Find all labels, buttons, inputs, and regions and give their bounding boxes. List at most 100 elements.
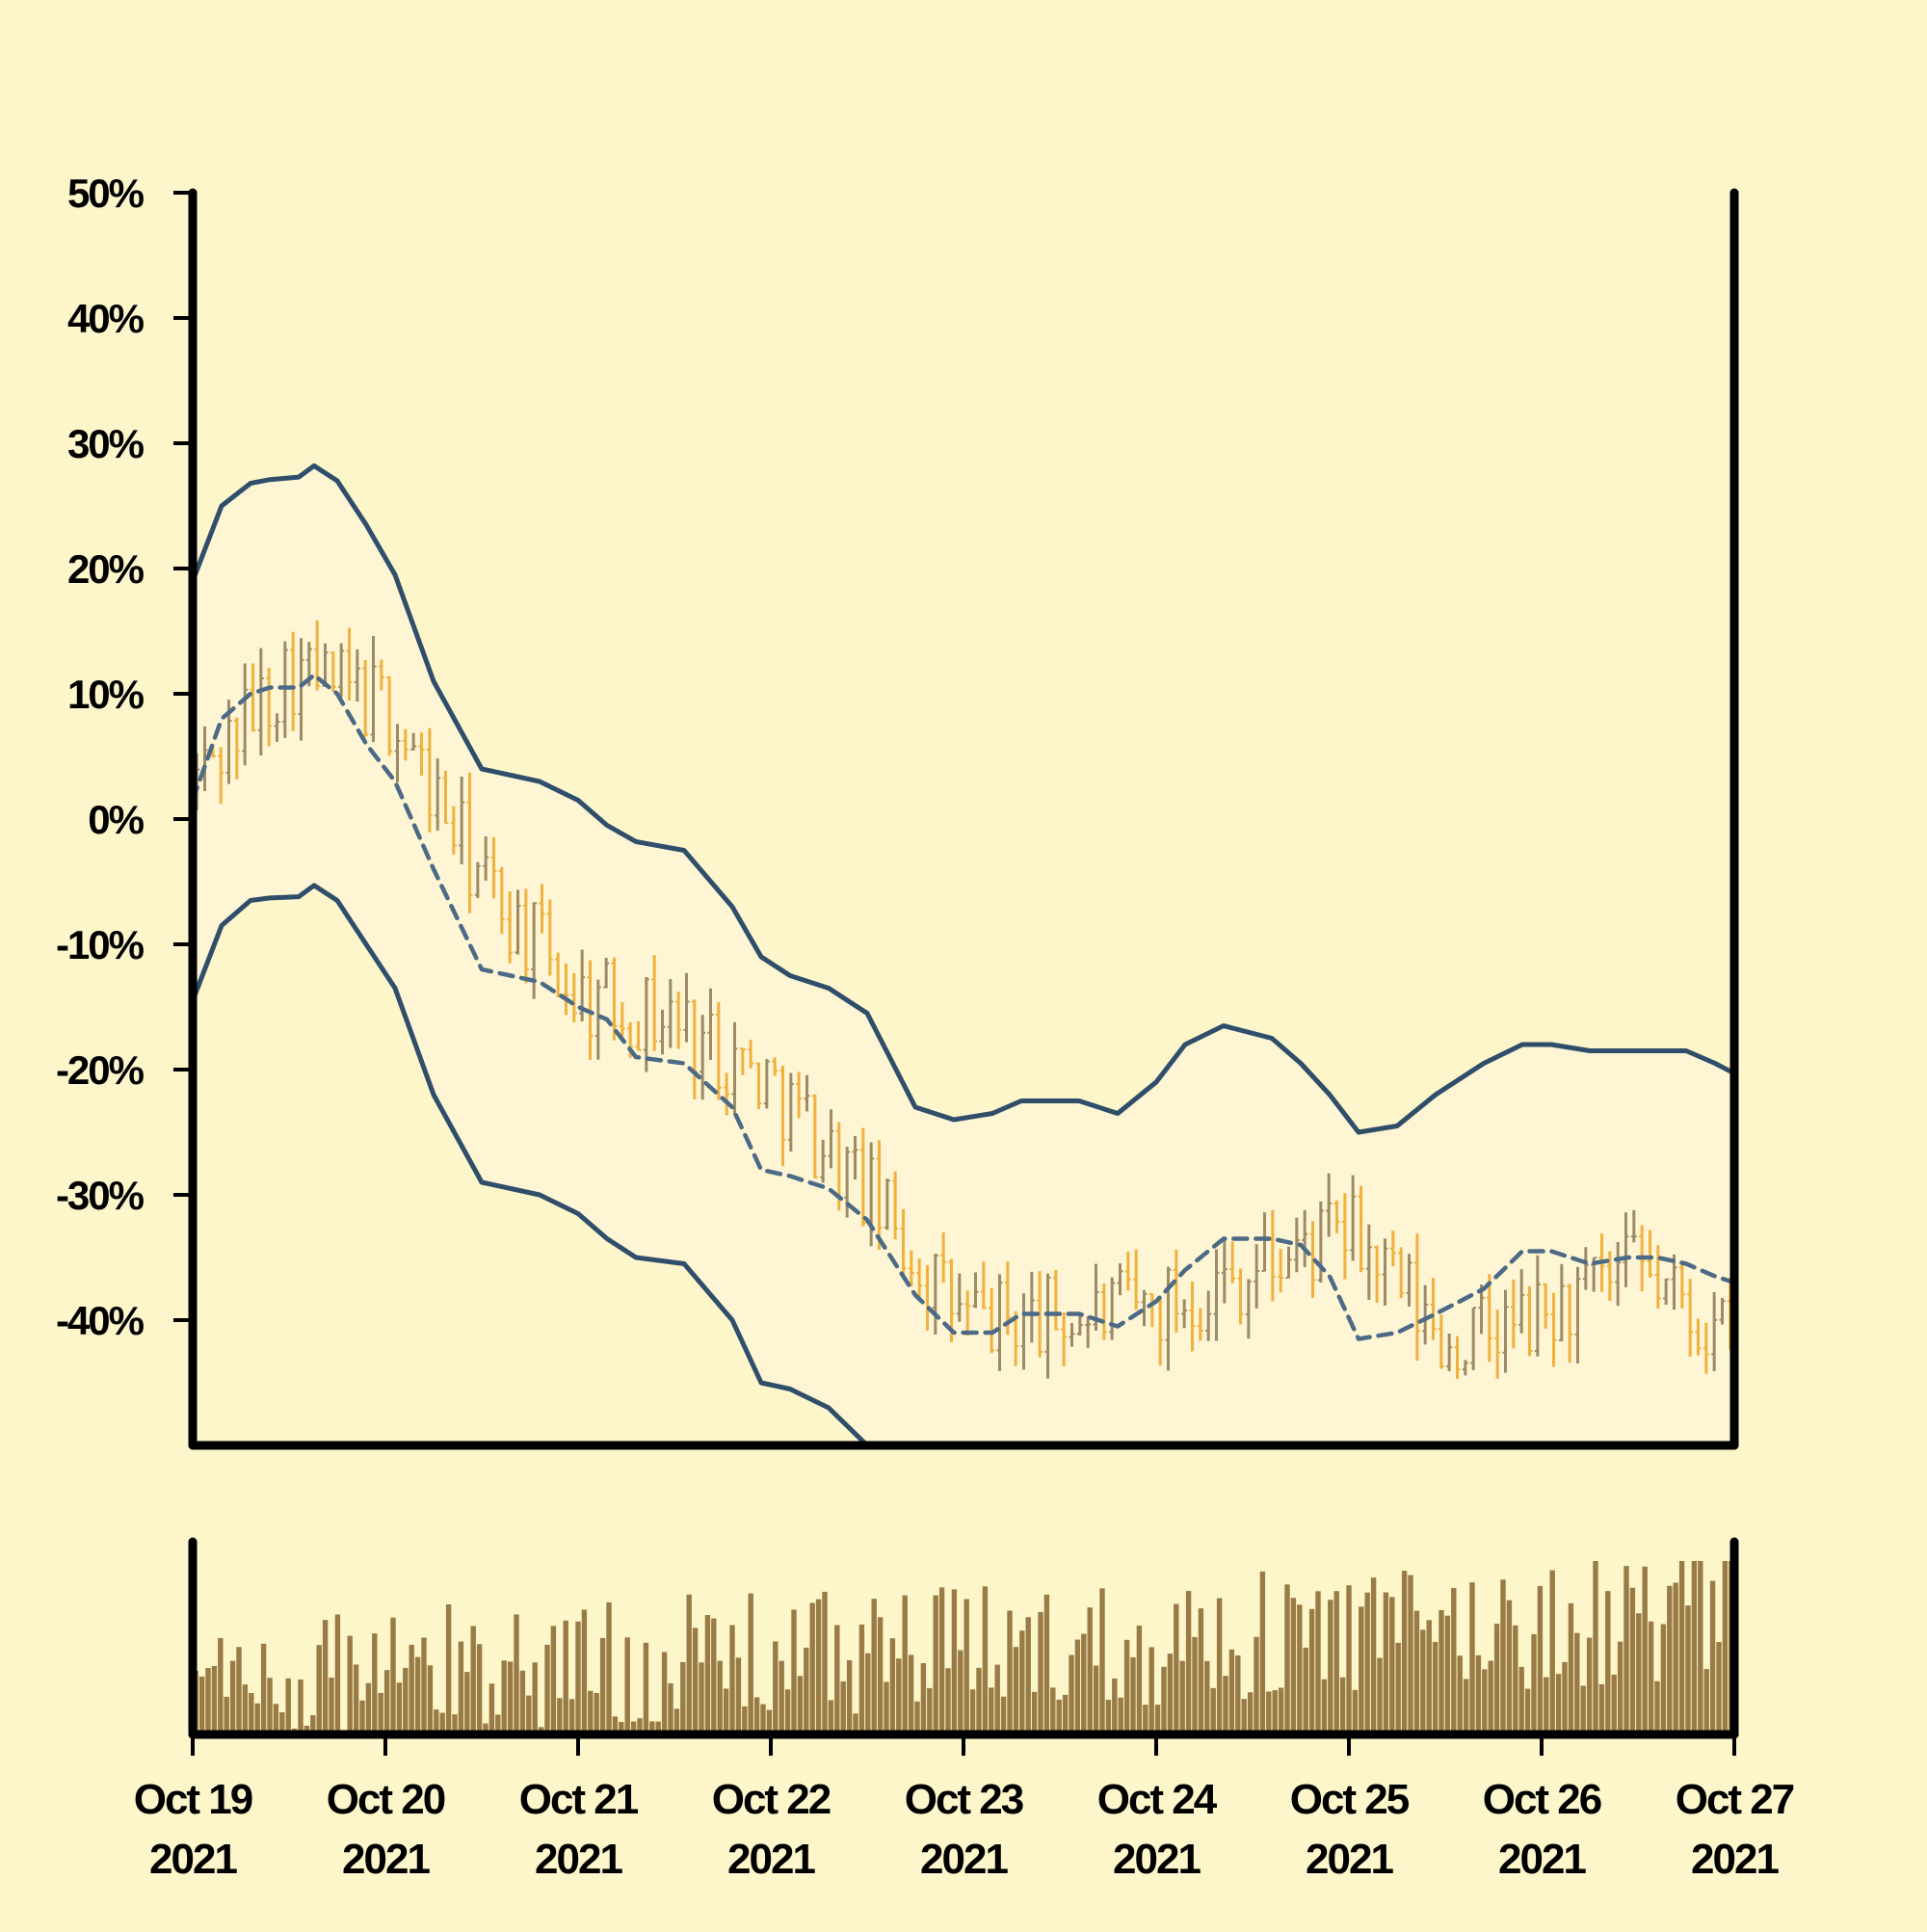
volume-bar	[501, 1660, 507, 1734]
volume-bar	[445, 1603, 452, 1734]
volume-bar	[1377, 1657, 1383, 1734]
volume-bar	[1709, 1580, 1716, 1734]
volume-bar	[1074, 1639, 1081, 1734]
volume-bar	[519, 1670, 526, 1734]
volume-bar	[1204, 1660, 1210, 1734]
volume-bar	[766, 1709, 773, 1734]
volume-bar	[619, 1722, 624, 1734]
volume-bar	[1506, 1600, 1513, 1734]
volume-bar	[815, 1599, 822, 1734]
volume-bar	[557, 1698, 563, 1734]
volume-bar	[933, 1595, 938, 1734]
volume-bar	[1408, 1575, 1413, 1734]
volume-bar	[1056, 1699, 1062, 1734]
volume-bar	[1346, 1585, 1352, 1734]
volume-bar	[692, 1628, 699, 1734]
volume-bar	[1475, 1654, 1482, 1734]
volume-bar	[1370, 1577, 1377, 1734]
x-tick-label-year: 2021	[1498, 1836, 1586, 1883]
volume-bar	[476, 1644, 483, 1734]
y-tick-label: 0%	[88, 797, 144, 842]
volume-bar	[1093, 1665, 1099, 1734]
volume-bar	[1308, 1608, 1315, 1734]
volume-bar	[1254, 1636, 1259, 1734]
volume-bar	[612, 1716, 619, 1734]
volume-bar	[310, 1715, 316, 1734]
x-tick-label-date: Oct 21	[519, 1776, 639, 1823]
volume-bar	[1352, 1689, 1359, 1734]
volume-bar	[1315, 1591, 1321, 1734]
x-tick-label-date: Oct 22	[712, 1776, 831, 1823]
x-tick-label-year: 2021	[535, 1836, 622, 1883]
volume-bar	[846, 1659, 853, 1734]
volume-bar	[514, 1614, 519, 1734]
volume-bar	[439, 1712, 445, 1734]
volume-bar	[1161, 1666, 1167, 1734]
volume-bar	[279, 1711, 285, 1734]
volume-bar	[649, 1721, 655, 1734]
x-tick-label-date: Oct 20	[327, 1776, 445, 1823]
volume-bar	[532, 1662, 538, 1734]
volume-bar	[588, 1690, 594, 1734]
volume-bar	[372, 1633, 378, 1734]
volume-bar	[1654, 1681, 1660, 1734]
volume-bar	[1611, 1674, 1617, 1734]
volume-bar	[1580, 1685, 1586, 1734]
volume-bar	[452, 1714, 458, 1734]
volume-bar	[1112, 1678, 1118, 1734]
volume-bar	[889, 1638, 896, 1734]
volume-bar	[1617, 1641, 1623, 1734]
volume-bar	[606, 1601, 612, 1734]
volume-bar	[229, 1660, 236, 1734]
x-tick-label-date: Oct 25	[1290, 1776, 1410, 1823]
volume-bar	[1228, 1649, 1235, 1734]
y-tick-label: -40%	[56, 1298, 145, 1343]
volume-bar	[1148, 1647, 1154, 1734]
price-panel	[193, 463, 1734, 1445]
volume-bar	[1105, 1700, 1112, 1734]
y-tick-label: 30%	[67, 421, 145, 466]
volume-bar	[507, 1661, 514, 1734]
volume-bar	[958, 1650, 964, 1734]
volume-bar	[865, 1653, 871, 1734]
volume-bar	[236, 1647, 242, 1734]
volume-bar	[637, 1718, 643, 1734]
volume-bar	[735, 1657, 742, 1734]
volume-bar	[1013, 1647, 1019, 1734]
volume-bar	[853, 1713, 858, 1734]
volume-bar	[982, 1586, 989, 1734]
x-tick-label-year: 2021	[342, 1836, 430, 1883]
volume-bar	[773, 1641, 779, 1734]
volume-bar	[329, 1677, 334, 1734]
volume-bar	[828, 1700, 834, 1734]
volume-bar	[1123, 1639, 1130, 1734]
volume-bar	[624, 1637, 630, 1734]
x-tick-label-date: Oct 19	[134, 1776, 252, 1823]
x-tick-label-year: 2021	[727, 1836, 815, 1883]
volume-bar	[884, 1681, 889, 1734]
volume-bar	[403, 1667, 409, 1734]
volume-bar	[834, 1625, 840, 1734]
plot-area	[193, 463, 1734, 1445]
volume-bar	[729, 1625, 735, 1734]
volume-bar	[753, 1697, 760, 1734]
volume-bar	[1457, 1655, 1463, 1734]
volume-bar	[396, 1682, 403, 1734]
volume-bar	[1500, 1579, 1506, 1734]
volume-bar	[840, 1681, 846, 1734]
upper-band-line	[193, 463, 1734, 1135]
volume-bar	[1593, 1561, 1598, 1734]
volume-bar	[1167, 1654, 1174, 1734]
volume-bar	[1667, 1585, 1673, 1734]
volume-bar	[414, 1656, 421, 1734]
volume-bar	[723, 1688, 729, 1734]
volume-bar	[1562, 1661, 1568, 1734]
volume-bar	[1216, 1598, 1223, 1734]
volume-bar	[1673, 1582, 1678, 1734]
volume-bar	[383, 1670, 390, 1734]
volume-bar	[1259, 1571, 1266, 1734]
volume-bar	[1019, 1630, 1025, 1734]
volume-bar	[483, 1723, 488, 1734]
volume-bar	[1038, 1611, 1043, 1734]
